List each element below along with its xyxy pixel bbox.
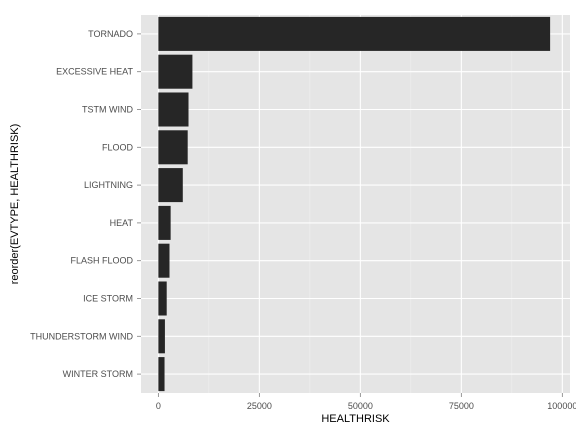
y-axis-ticks: TORNADO EXCESSIVE HEAT TSTM WIND FLOOD LIGHT… [30,29,141,379]
y-tick-label: LIGHTNING [84,180,133,190]
bar-excessive-heat [158,54,193,89]
y-tick-label: TSTM WIND [82,105,133,115]
bar-tornado [158,16,551,51]
y-tick-label: FLOOD [102,142,134,152]
x-tick-label: 0 [156,401,161,411]
bars [158,16,551,392]
x-tick-label: 100000 [547,401,576,411]
x-axis-ticks: 0 25000 50000 75000 100000 [156,393,576,411]
x-axis-title: HEALTHRISK [321,413,390,425]
x-tick-label: 25000 [247,401,272,411]
y-tick-label: ICE STORM [83,294,133,304]
bar-ice-storm [158,281,167,316]
y-tick-label: HEAT [110,218,134,228]
y-tick-label: FLASH FLOOD [70,256,133,266]
bar-flood [158,130,188,165]
bar-winter-storm [158,357,165,392]
bar-tstm-wind [158,92,189,127]
y-axis-title: reorder(EVTYPE, HEALTHRISK) [9,124,21,285]
x-tick-label: 50000 [348,401,373,411]
bar-flash-flood [158,243,170,278]
y-tick-label: TORNADO [88,29,133,39]
x-tick-label: 75000 [449,401,474,411]
y-tick-label: THUNDERSTORM WIND [30,331,133,341]
y-tick-label: EXCESSIVE HEAT [56,67,133,77]
bar-thunderstorm-wind [158,319,165,354]
bar-lightning [158,168,183,203]
plot-panel [141,15,570,393]
y-tick-label: WINTER STORM [63,369,133,379]
bar-heat [158,205,171,240]
